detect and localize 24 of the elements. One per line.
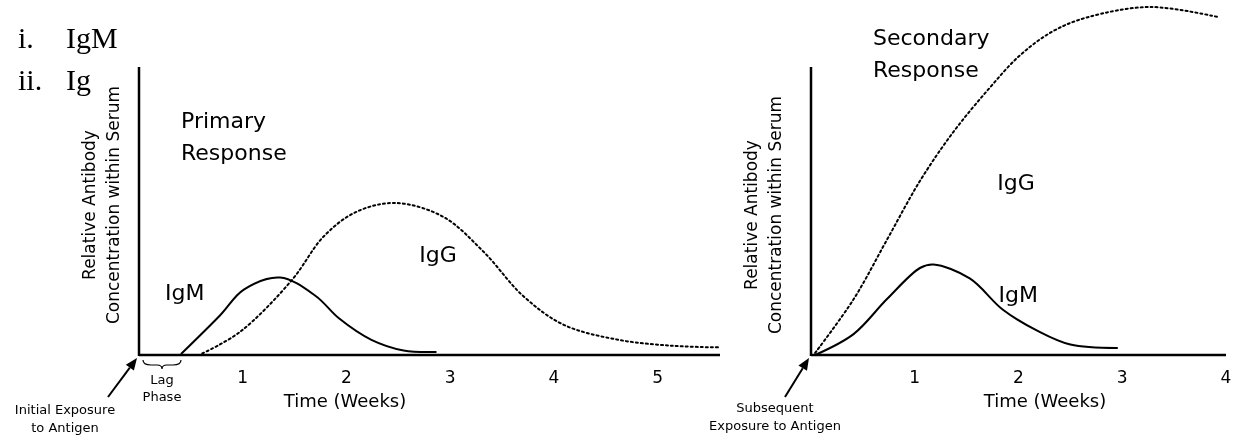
x-tick-label: 2 [341,367,352,387]
text: Subsequent Exposure to Antigen [709,400,841,433]
x-tick-label: 4 [1220,367,1232,387]
text: IgG [997,170,1035,195]
x-tick-label: 4 [548,367,560,387]
x-tick-label: 3 [444,367,456,387]
x-axis-title: Time (Weeks) [282,390,407,411]
x-tick-label: 1 [237,367,249,387]
text: i. [18,21,34,54]
series-label: IgM [165,280,205,306]
x-tick-label: 3 [1116,367,1128,387]
text: Lag Phase [142,372,182,404]
text: Secondary Response [873,25,990,82]
x-axis-title: Time (Weeks) [982,390,1107,411]
y-axis-title: Relative Antibody Concentration within Serum [741,95,785,335]
text: IgM [66,21,118,54]
chart-title: Primary Response [181,108,287,165]
series-label: IgG [419,242,457,267]
x-tick-label: 1 [909,367,921,387]
series-label: IgM [998,281,1038,307]
text: Initial Exposure to Antigen [14,402,116,435]
text: ii. [18,63,43,96]
x-tick-label: 2 [1013,367,1024,387]
x-tick-label: 5 [652,367,664,387]
